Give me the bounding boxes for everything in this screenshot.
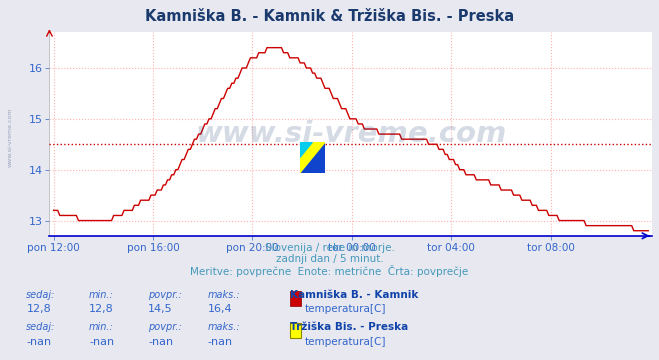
Text: povpr.:: povpr.: bbox=[148, 322, 182, 332]
Text: -nan: -nan bbox=[208, 337, 233, 347]
Text: zadnji dan / 5 minut.: zadnji dan / 5 minut. bbox=[275, 254, 384, 264]
Text: Kamniška B. - Kamnik & Tržiška Bis. - Preska: Kamniška B. - Kamnik & Tržiška Bis. - Pr… bbox=[145, 9, 514, 24]
Text: min.:: min.: bbox=[89, 290, 114, 300]
Text: www.si-vreme.com: www.si-vreme.com bbox=[8, 107, 13, 167]
Text: Slovenija / reke in morje.: Slovenija / reke in morje. bbox=[264, 243, 395, 253]
Polygon shape bbox=[300, 142, 325, 173]
Text: sedaj:: sedaj: bbox=[26, 290, 56, 300]
Text: min.:: min.: bbox=[89, 322, 114, 332]
Text: maks.:: maks.: bbox=[208, 322, 241, 332]
Text: sedaj:: sedaj: bbox=[26, 322, 56, 332]
Text: temperatura[C]: temperatura[C] bbox=[304, 337, 386, 347]
Text: -nan: -nan bbox=[148, 337, 173, 347]
Text: -nan: -nan bbox=[26, 337, 51, 347]
Text: 12,8: 12,8 bbox=[26, 304, 51, 314]
Text: www.si-vreme.com: www.si-vreme.com bbox=[195, 120, 507, 148]
Text: 14,5: 14,5 bbox=[148, 304, 173, 314]
Text: temperatura[C]: temperatura[C] bbox=[304, 304, 386, 314]
Polygon shape bbox=[300, 142, 325, 173]
Text: -nan: -nan bbox=[89, 337, 114, 347]
Text: maks.:: maks.: bbox=[208, 290, 241, 300]
Text: 12,8: 12,8 bbox=[89, 304, 114, 314]
Text: 16,4: 16,4 bbox=[208, 304, 232, 314]
Text: Kamniška B. - Kamnik: Kamniška B. - Kamnik bbox=[290, 290, 418, 300]
Text: Tržiška Bis. - Preska: Tržiška Bis. - Preska bbox=[290, 322, 408, 332]
Polygon shape bbox=[300, 142, 312, 158]
Text: Meritve: povprečne  Enote: metrične  Črta: povprečje: Meritve: povprečne Enote: metrične Črta:… bbox=[190, 265, 469, 276]
Text: povpr.:: povpr.: bbox=[148, 290, 182, 300]
